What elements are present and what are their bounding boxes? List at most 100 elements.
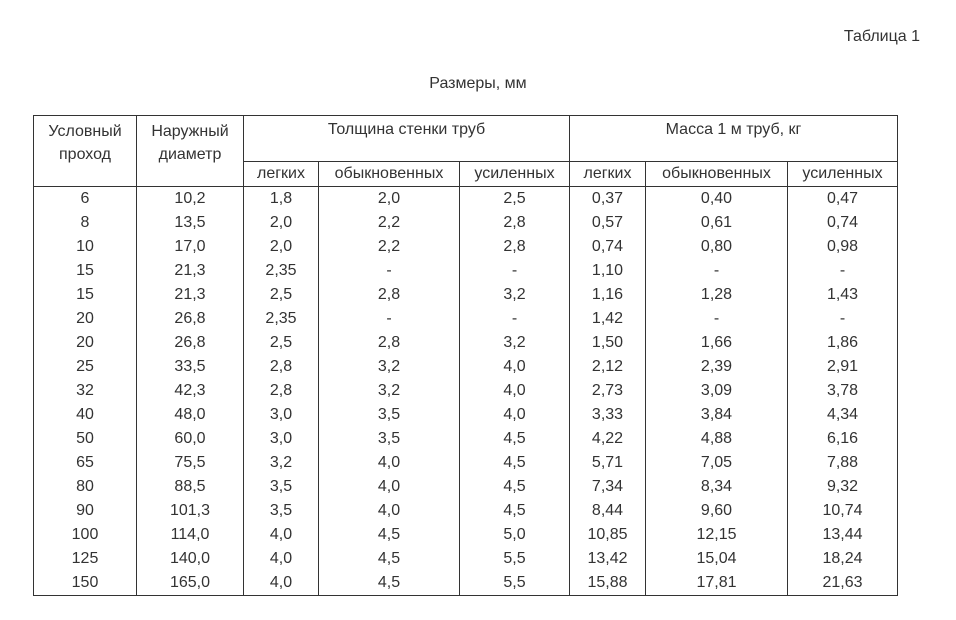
cell-mass-reinforced: 21,63 <box>786 571 899 596</box>
table-row: 10 17,0 2,0 2,2 2,8 0,74 0,80 0,98 <box>33 235 899 259</box>
cell-mass-reinforced: 2,91 <box>786 355 899 379</box>
table-row: 150 165,0 4,0 4,5 5,5 15,88 17,81 21,63 <box>33 571 899 596</box>
cell-mass-ordinary: 0,61 <box>645 211 788 235</box>
cell-mass-ordinary: 12,15 <box>645 523 788 547</box>
cell-mass-light: 0,37 <box>569 186 646 211</box>
cell-outer-diameter: 13,5 <box>136 211 244 235</box>
cell-mass-reinforced: 9,32 <box>786 475 899 499</box>
cell-mass-light: 13,42 <box>569 547 646 571</box>
cell-wall-light: 2,8 <box>243 355 319 379</box>
cell-wall-reinforced: 4,0 <box>459 403 570 427</box>
cell-mass-light: 3,33 <box>569 403 646 427</box>
table-row: 50 60,0 3,0 3,5 4,5 4,22 4,88 6,16 <box>33 427 899 451</box>
subheader-wall-reinforced: усиленных <box>459 161 570 187</box>
table-row: 40 48,0 3,0 3,5 4,0 3,33 3,84 4,34 <box>33 403 899 427</box>
cell-mass-light: 10,85 <box>569 523 646 547</box>
cell-wall-light: 2,35 <box>243 307 319 331</box>
cell-mass-reinforced: 4,34 <box>786 403 899 427</box>
cell-wall-ordinary: 2,2 <box>318 211 460 235</box>
cell-nominal-bore: 8 <box>33 211 137 235</box>
cell-nominal-bore: 20 <box>33 331 137 355</box>
cell-mass-ordinary: 0,40 <box>645 186 788 211</box>
cell-wall-light: 2,5 <box>243 331 319 355</box>
cell-wall-ordinary: 2,8 <box>318 283 460 307</box>
cell-wall-light: 3,5 <box>243 475 319 499</box>
header-nominal-bore: Условный проход <box>33 115 137 187</box>
cell-wall-light: 3,5 <box>243 499 319 523</box>
cell-mass-light: 15,88 <box>569 571 646 596</box>
cell-mass-ordinary: 3,84 <box>645 403 788 427</box>
cell-mass-ordinary: 8,34 <box>645 475 788 499</box>
cell-mass-light: 0,57 <box>569 211 646 235</box>
cell-wall-ordinary: 3,5 <box>318 403 460 427</box>
cell-wall-light: 3,0 <box>243 427 319 451</box>
cell-outer-diameter: 165,0 <box>136 571 244 596</box>
table-row: 65 75,5 3,2 4,0 4,5 5,71 7,05 7,88 <box>33 451 899 475</box>
header-wall-thickness: Толщина стенки труб <box>243 115 570 162</box>
cell-mass-reinforced: 1,86 <box>786 331 899 355</box>
cell-wall-light: 3,2 <box>243 451 319 475</box>
cell-mass-light: 0,74 <box>569 235 646 259</box>
cell-wall-light: 2,0 <box>243 211 319 235</box>
subheader-wall-light: легких <box>243 161 319 187</box>
cell-outer-diameter: 42,3 <box>136 379 244 403</box>
cell-mass-ordinary: - <box>645 307 788 331</box>
cell-wall-light: 2,5 <box>243 283 319 307</box>
cell-wall-light: 4,0 <box>243 571 319 596</box>
cell-mass-light: 1,42 <box>569 307 646 331</box>
cell-mass-reinforced: - <box>786 307 899 331</box>
cell-wall-ordinary: 4,5 <box>318 571 460 596</box>
cell-outer-diameter: 140,0 <box>136 547 244 571</box>
cell-wall-reinforced: 2,5 <box>459 186 570 211</box>
table-row: 15 21,3 2,35- -1,10- - <box>33 259 899 283</box>
cell-outer-diameter: 10,2 <box>136 186 244 211</box>
cell-nominal-bore: 150 <box>33 571 137 596</box>
cell-outer-diameter: 26,8 <box>136 307 244 331</box>
cell-wall-ordinary: 4,5 <box>318 523 460 547</box>
cell-nominal-bore: 80 <box>33 475 137 499</box>
cell-wall-light: 4,0 <box>243 523 319 547</box>
cell-mass-reinforced: 3,78 <box>786 379 899 403</box>
table-row: 20 26,8 2,5 2,8 3,2 1,50 1,66 1,86 <box>33 331 899 355</box>
cell-wall-light: 2,35 <box>243 259 319 283</box>
cell-wall-ordinary: 2,0 <box>318 186 460 211</box>
table-row: 6 10,2 1,8 2,0 2,5 0,37 0,40 0,47 <box>33 186 899 211</box>
cell-mass-light: 1,10 <box>569 259 646 283</box>
cell-mass-light: 4,22 <box>569 427 646 451</box>
cell-mass-ordinary: 2,39 <box>645 355 788 379</box>
cell-wall-reinforced: 4,0 <box>459 355 570 379</box>
subheader-mass-ordinary: обыкновенных <box>645 161 788 187</box>
cell-outer-diameter: 101,3 <box>136 499 244 523</box>
cell-wall-light: 2,8 <box>243 379 319 403</box>
cell-wall-ordinary: - <box>318 259 460 283</box>
cell-nominal-bore: 15 <box>33 283 137 307</box>
table-row: 90 101,3 3,5 4,0 4,5 8,44 9,60 10,74 <box>33 499 899 523</box>
cell-mass-light: 1,50 <box>569 331 646 355</box>
subheader-mass-reinforced: усиленных <box>786 161 899 187</box>
cell-mass-ordinary: - <box>645 259 788 283</box>
cell-mass-ordinary: 7,05 <box>645 451 788 475</box>
cell-mass-ordinary: 4,88 <box>645 427 788 451</box>
cell-mass-reinforced: 0,74 <box>786 211 899 235</box>
cell-wall-reinforced: 2,8 <box>459 211 570 235</box>
cell-wall-light: 3,0 <box>243 403 319 427</box>
cell-mass-light: 7,34 <box>569 475 646 499</box>
table-body: 6 10,2 1,8 2,0 2,5 0,37 0,40 0,47 8 13,5 2,0 2,2 2,8… <box>33 186 899 596</box>
cell-wall-reinforced: 4,5 <box>459 475 570 499</box>
cell-mass-light: 8,44 <box>569 499 646 523</box>
cell-mass-light: 5,71 <box>569 451 646 475</box>
cell-nominal-bore: 15 <box>33 259 137 283</box>
cell-wall-reinforced: 3,2 <box>459 331 570 355</box>
cell-nominal-bore: 6 <box>33 186 137 211</box>
cell-outer-diameter: 60,0 <box>136 427 244 451</box>
cell-wall-reinforced: 5,5 <box>459 547 570 571</box>
cell-wall-reinforced: 4,5 <box>459 499 570 523</box>
cell-wall-ordinary: 2,8 <box>318 331 460 355</box>
cell-wall-ordinary: 3,2 <box>318 355 460 379</box>
table-row: 32 42,3 2,8 3,2 4,0 2,73 3,09 3,78 <box>33 379 899 403</box>
cell-nominal-bore: 25 <box>33 355 137 379</box>
cell-mass-reinforced: 18,24 <box>786 547 899 571</box>
cell-wall-ordinary: 3,2 <box>318 379 460 403</box>
cell-outer-diameter: 88,5 <box>136 475 244 499</box>
cell-nominal-bore: 90 <box>33 499 137 523</box>
